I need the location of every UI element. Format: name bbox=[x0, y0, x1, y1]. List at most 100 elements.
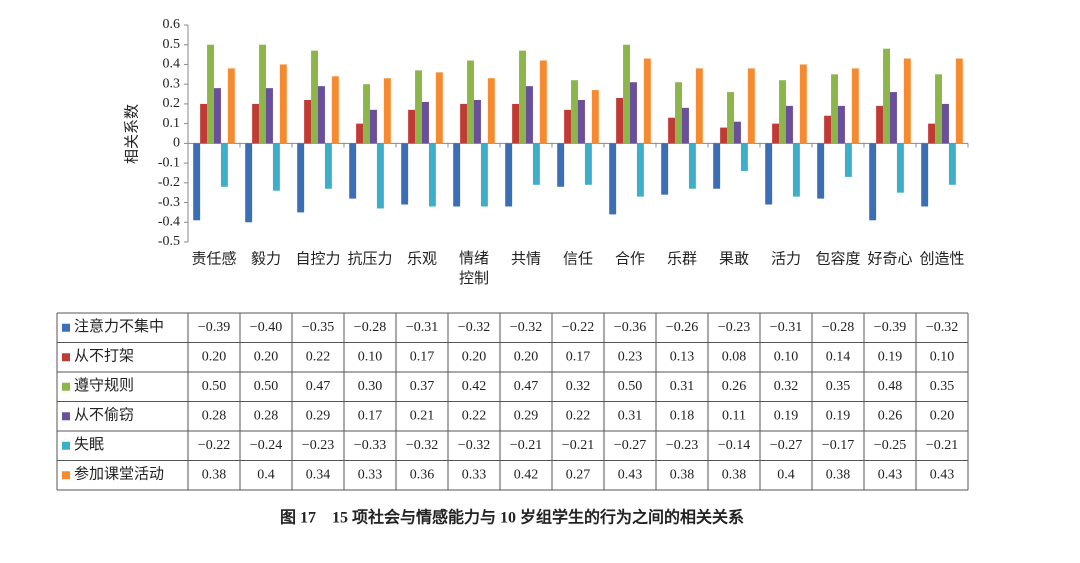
bar bbox=[487, 78, 495, 144]
bar bbox=[245, 143, 253, 223]
x-tick-label: 活力 bbox=[771, 250, 801, 267]
bar bbox=[370, 109, 377, 144]
table-cell: −0.31 bbox=[770, 320, 802, 335]
bar bbox=[480, 143, 488, 207]
table-cell: −0.32 bbox=[458, 438, 490, 453]
table-cell: −0.40 bbox=[250, 320, 282, 335]
table-cell: 0.36 bbox=[410, 467, 435, 482]
bar bbox=[903, 58, 911, 144]
x-tick-label: 责任感 bbox=[191, 250, 236, 267]
bar bbox=[557, 143, 565, 187]
table-cell: −0.39 bbox=[198, 320, 230, 335]
bar bbox=[765, 143, 773, 205]
bar bbox=[356, 123, 364, 144]
bar bbox=[200, 103, 208, 144]
table-cell: 0.31 bbox=[618, 408, 643, 423]
table-cell: 0.23 bbox=[618, 349, 643, 364]
table-cell: −0.32 bbox=[406, 438, 438, 453]
bar bbox=[453, 143, 461, 207]
table-cell: 0.31 bbox=[670, 379, 695, 394]
x-tick-label: 信任 bbox=[563, 250, 593, 267]
table-cell: −0.32 bbox=[926, 320, 958, 335]
bar bbox=[727, 92, 734, 144]
table-cell: −0.22 bbox=[562, 320, 594, 335]
table-cell: 0.20 bbox=[514, 349, 539, 364]
table-cell: 0.18 bbox=[670, 408, 695, 423]
bar bbox=[408, 109, 416, 144]
table-cell: −0.35 bbox=[302, 320, 334, 335]
table-cell: 0.35 bbox=[826, 379, 851, 394]
bar bbox=[505, 143, 513, 207]
table-cell: 0.34 bbox=[306, 467, 331, 482]
bar bbox=[324, 143, 332, 189]
bar bbox=[630, 82, 637, 144]
x-tick-label: 好奇心 bbox=[867, 250, 912, 267]
bar bbox=[955, 58, 963, 144]
bar bbox=[921, 143, 929, 207]
x-tick-label: 乐群 bbox=[667, 250, 697, 267]
bar bbox=[331, 76, 339, 144]
table-cell: 0.32 bbox=[566, 379, 591, 394]
bar bbox=[643, 58, 651, 144]
legend-swatch bbox=[62, 441, 70, 450]
table-cell: −0.32 bbox=[510, 320, 542, 335]
bar bbox=[831, 74, 838, 144]
bar bbox=[467, 60, 474, 144]
table-cell: 0.17 bbox=[358, 408, 383, 423]
y-tick-label: 0.3 bbox=[163, 76, 181, 91]
bar bbox=[460, 103, 468, 144]
table-cell: −0.31 bbox=[406, 320, 438, 335]
bar bbox=[616, 97, 624, 144]
bar bbox=[415, 70, 422, 144]
bar bbox=[740, 143, 748, 171]
table-cell: 0.22 bbox=[462, 408, 487, 423]
bar bbox=[304, 99, 312, 144]
bar bbox=[935, 74, 942, 144]
table-cell: 0.26 bbox=[722, 379, 747, 394]
legend-swatch bbox=[62, 412, 70, 421]
table-cell: 0.38 bbox=[722, 467, 747, 482]
y-tick-label: 0.5 bbox=[163, 37, 181, 52]
table-cell: 0.33 bbox=[358, 467, 383, 482]
y-tick-label: 0.6 bbox=[163, 17, 181, 32]
x-tick-label: 乐观 bbox=[407, 250, 437, 267]
bar bbox=[609, 143, 617, 215]
y-tick-label: 0 bbox=[173, 136, 180, 151]
bar bbox=[688, 143, 696, 189]
bar bbox=[824, 115, 832, 144]
legend-swatch bbox=[62, 382, 70, 391]
bar bbox=[890, 92, 897, 144]
table-cell: 0.37 bbox=[410, 379, 435, 394]
table-cell: −0.32 bbox=[458, 320, 490, 335]
table-cell: 0.30 bbox=[358, 379, 383, 394]
table-cell: 0.19 bbox=[826, 408, 851, 423]
table-cell: −0.23 bbox=[302, 438, 334, 453]
bar bbox=[876, 105, 884, 144]
table-cell: 0.35 bbox=[930, 379, 955, 394]
legend-label: 遵守规则 bbox=[74, 376, 134, 394]
table-cell: 0.43 bbox=[930, 467, 955, 482]
bar bbox=[792, 143, 800, 197]
legend-swatch bbox=[62, 353, 70, 362]
x-tick-label: 包容度 bbox=[815, 250, 860, 267]
bar bbox=[799, 64, 807, 144]
table-cell: −0.21 bbox=[510, 438, 542, 453]
table-cell: 0.28 bbox=[254, 408, 279, 423]
y-tick-label: -0.5 bbox=[158, 234, 180, 249]
x-tick-label: 抗压力 bbox=[347, 250, 392, 267]
bar bbox=[571, 80, 578, 144]
bar bbox=[851, 68, 859, 144]
bar bbox=[869, 143, 877, 221]
table-cell: 0.13 bbox=[670, 349, 695, 364]
legend-label: 参加课堂活动 bbox=[74, 466, 164, 483]
y-tick-label: 0.2 bbox=[163, 96, 181, 111]
table-cell: 0.22 bbox=[306, 349, 331, 364]
bar bbox=[272, 143, 280, 191]
table-cell: 0.19 bbox=[878, 349, 903, 364]
bar bbox=[422, 101, 429, 144]
bar bbox=[539, 60, 547, 144]
bar bbox=[948, 143, 956, 185]
bar bbox=[772, 123, 780, 144]
x-tick-label: 果敢 bbox=[719, 250, 749, 267]
